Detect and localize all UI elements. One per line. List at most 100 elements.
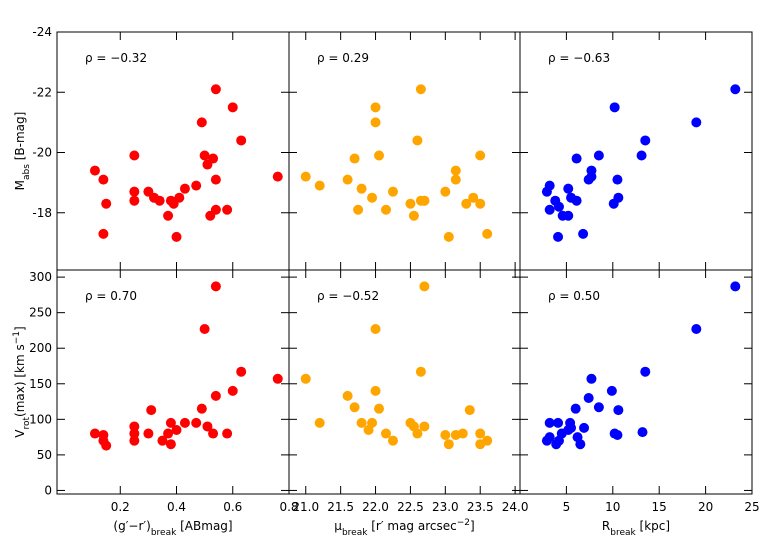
point xyxy=(210,204,221,215)
axis-label-part: [B-mag] xyxy=(13,112,27,164)
point xyxy=(163,428,174,439)
point xyxy=(210,281,221,292)
x-tick-label: 5 xyxy=(563,500,571,514)
point xyxy=(612,429,623,440)
point xyxy=(563,210,574,221)
point xyxy=(174,192,185,203)
x-tick-label: 0.4 xyxy=(167,500,186,514)
point xyxy=(691,117,702,128)
point xyxy=(381,428,392,439)
point xyxy=(544,204,555,215)
point xyxy=(300,171,311,182)
point xyxy=(370,117,381,128)
axis-label: Mabs [B-mag] xyxy=(13,112,32,191)
point xyxy=(129,186,140,197)
point xyxy=(571,195,582,206)
y-tick-label: 300 xyxy=(29,270,52,284)
point xyxy=(613,405,624,416)
point xyxy=(475,428,486,439)
point xyxy=(191,417,202,428)
point xyxy=(236,366,247,377)
point xyxy=(450,165,461,176)
annotation: ρ = −0.32 xyxy=(85,51,147,65)
point xyxy=(272,373,283,384)
point xyxy=(443,231,454,242)
x-tick-label: 21.0 xyxy=(292,500,319,514)
panel-frame xyxy=(288,269,521,495)
axis-label-part: ] xyxy=(13,326,27,331)
axis-label-part: rot xyxy=(22,416,32,429)
point xyxy=(129,428,140,439)
point xyxy=(222,428,233,439)
point xyxy=(202,421,213,432)
point xyxy=(387,435,398,446)
point xyxy=(196,117,207,128)
point xyxy=(129,195,140,206)
y-tick-label: 250 xyxy=(29,306,52,320)
point xyxy=(408,210,419,221)
x-tick-label: 0.8 xyxy=(279,500,298,514)
point xyxy=(227,385,238,396)
axis-label-part: break xyxy=(342,528,368,538)
point xyxy=(443,439,454,450)
axis-label-part: (max) [km s xyxy=(13,344,27,417)
point xyxy=(412,428,423,439)
point xyxy=(415,84,426,95)
point xyxy=(89,428,100,439)
point xyxy=(157,435,168,446)
point xyxy=(196,403,207,414)
x-tick-label: 0.6 xyxy=(223,500,242,514)
point xyxy=(475,198,486,209)
point xyxy=(419,195,430,206)
point xyxy=(101,198,112,209)
point xyxy=(314,180,325,191)
x-tick-label: 10 xyxy=(605,500,620,514)
point xyxy=(370,385,381,396)
point xyxy=(129,435,140,446)
point xyxy=(165,417,176,428)
x-tick-label: 20 xyxy=(698,500,713,514)
point xyxy=(482,435,493,446)
point xyxy=(553,417,564,428)
axis-label-part: ] xyxy=(470,519,475,533)
y-tick-label: 50 xyxy=(37,448,52,462)
point xyxy=(566,422,577,433)
y-tick-label: 100 xyxy=(29,412,52,426)
y-tick-label: -20 xyxy=(32,146,52,160)
point xyxy=(208,153,219,164)
point xyxy=(165,439,176,450)
point xyxy=(367,417,378,428)
x-tick-label: 21.5 xyxy=(327,500,354,514)
point xyxy=(412,135,423,146)
point xyxy=(593,150,604,161)
point xyxy=(450,174,461,185)
point xyxy=(171,425,182,435)
point xyxy=(570,403,581,414)
point xyxy=(405,198,416,209)
x-tick-label: 24.0 xyxy=(502,500,529,514)
point xyxy=(236,135,247,146)
axis-label-part: −1 xyxy=(12,331,22,344)
x-tick-label: 22.0 xyxy=(362,500,389,514)
point xyxy=(171,231,182,242)
point xyxy=(370,102,381,113)
point xyxy=(370,324,381,335)
point xyxy=(191,180,202,191)
point xyxy=(613,192,624,203)
point xyxy=(606,385,617,396)
panel-frame xyxy=(56,269,290,495)
annotation: ρ = 0.29 xyxy=(317,51,369,65)
x-tick-label: 15 xyxy=(652,500,667,514)
point xyxy=(163,210,174,221)
point xyxy=(210,174,221,185)
point xyxy=(419,281,430,292)
point xyxy=(730,84,741,95)
point xyxy=(440,186,451,197)
point xyxy=(101,440,112,451)
point xyxy=(381,204,392,215)
point xyxy=(98,174,109,185)
point xyxy=(553,231,564,242)
point xyxy=(222,204,233,215)
axis-label-part: R xyxy=(602,519,610,533)
point xyxy=(179,417,190,428)
